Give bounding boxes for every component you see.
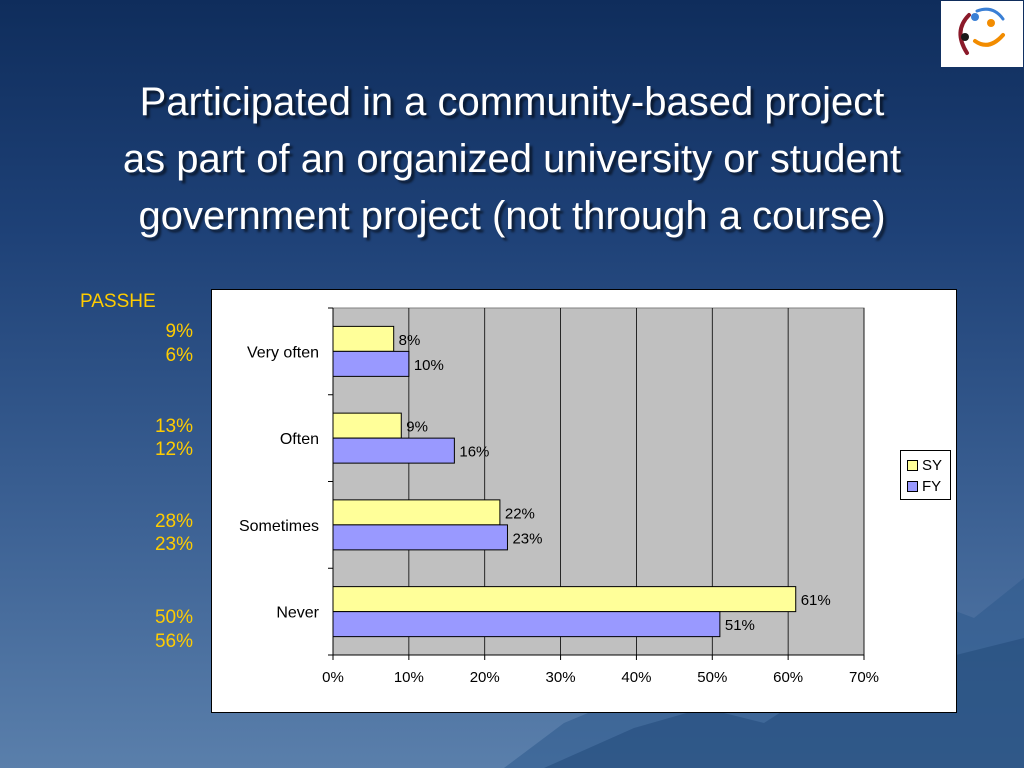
legend-swatch-fy (907, 480, 918, 492)
x-tick-label: 0% (322, 669, 344, 686)
passhe-value: 56% (154, 631, 193, 652)
data-label: 22% (505, 505, 535, 522)
legend-label-sy: SY (922, 456, 943, 474)
data-label: 16% (459, 444, 489, 461)
title-line: Participated in a community-based projec… (139, 80, 885, 124)
chart-canvas: 0% 10% 20% 30% 40% 50% 60% 70% Very often 8% 10% Of… (239, 307, 879, 686)
passhe-value: 28% (154, 511, 193, 532)
data-label: 51% (725, 617, 755, 634)
passhe-value: 9% (165, 321, 193, 342)
legend-swatch-sy (907, 459, 918, 471)
title-line: as part of an organized university or st… (122, 137, 902, 181)
data-label: 8% (399, 332, 421, 349)
x-tick-label: 30% (546, 669, 576, 686)
bar-fy (332, 524, 508, 551)
legend-label-fy: FY (922, 477, 942, 495)
category-label: Sometimes (239, 518, 319, 535)
legend-entry-sy: SY (907, 455, 942, 475)
bar-sy (332, 586, 797, 613)
slide-title: Participated in a community-based projec… (30, 74, 994, 245)
x-tick-label: 60% (773, 669, 803, 686)
category-label: Never (276, 605, 319, 622)
data-label: 9% (406, 419, 428, 436)
passhe-value: 23% (154, 534, 193, 555)
bar-sy (332, 499, 501, 526)
x-tick-label: 10% (394, 669, 424, 686)
data-label: 61% (801, 592, 831, 609)
passhe-value: 13% (154, 416, 193, 437)
chart-legend: SY FY (900, 450, 951, 500)
title-line: government project (not through a course… (138, 194, 886, 238)
x-tick-label: 20% (470, 669, 500, 686)
bar-fy (332, 611, 721, 638)
logo (941, 1, 1023, 67)
x-tick-label: 50% (697, 669, 727, 686)
bar-sy (332, 325, 395, 352)
passhe-value: 50% (154, 607, 193, 628)
data-label: 23% (512, 530, 542, 547)
passhe-header: PASSHE (80, 291, 156, 312)
bar-fy (332, 437, 455, 464)
passhe-value: 6% (165, 345, 193, 366)
x-tick-label: 70% (849, 669, 879, 686)
legend-entry-fy: FY (907, 476, 941, 496)
bar-fy (332, 350, 410, 377)
x-tick-label: 40% (621, 669, 651, 686)
category-label: Very often (247, 344, 319, 361)
passhe-value: 12% (154, 439, 193, 460)
category-label: Often (280, 431, 319, 448)
bar-chart: 0% 10% 20% 30% 40% 50% 60% 70% Very often 8% 10% Of… (211, 289, 957, 713)
data-label: 10% (414, 357, 444, 374)
bar-sy (332, 412, 402, 439)
